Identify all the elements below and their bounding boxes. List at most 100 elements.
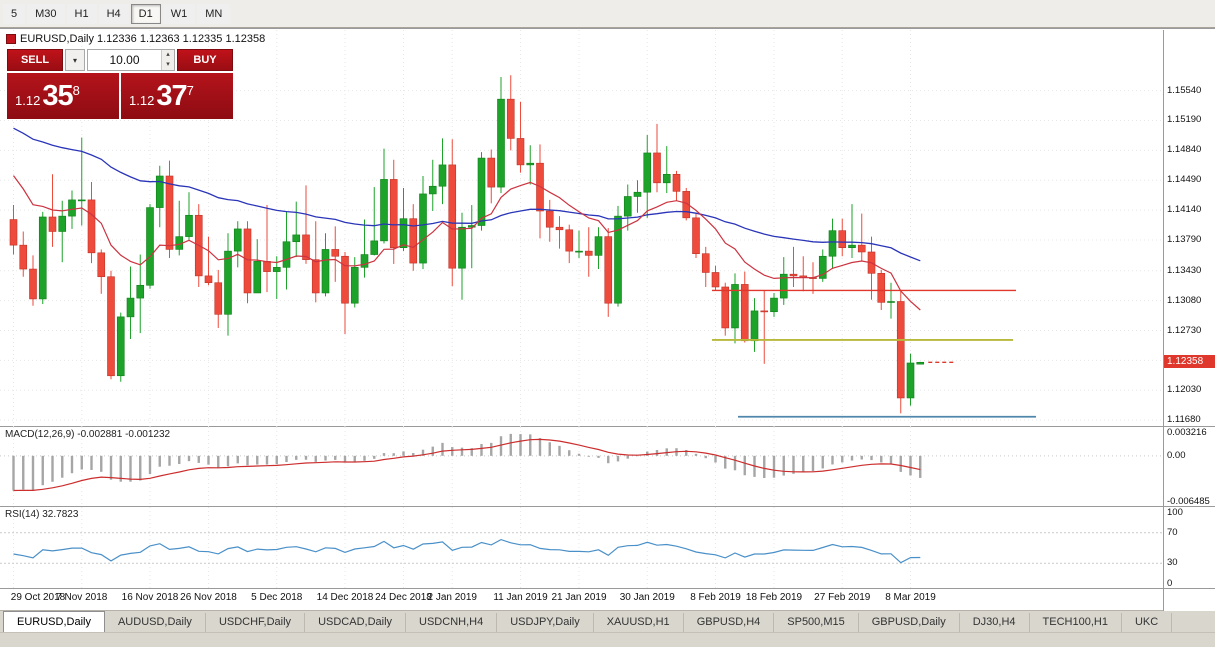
- candle-body: [409, 218, 418, 264]
- date-axis-label: 24 Dec 2018: [375, 592, 432, 603]
- candle-body: [584, 250, 593, 256]
- candle-body: [682, 191, 691, 219]
- chart-tab-usdjpy-daily[interactable]: USDJPY,Daily: [497, 613, 594, 632]
- candle-body: [146, 207, 154, 286]
- chart-tab-usdcad-daily[interactable]: USDCAD,Daily: [305, 613, 407, 632]
- buy-price-big: 37: [156, 79, 187, 112]
- current-price-badge: 1.12358: [1164, 355, 1215, 369]
- rsi-label: RSI(14) 32.7823: [5, 509, 79, 520]
- candle-body: [701, 253, 710, 273]
- candle-body: [370, 240, 379, 255]
- timeframe-button-d1[interactable]: D1: [130, 3, 161, 24]
- date-axis-label: 29 Oct 2018: [10, 592, 66, 603]
- axis-label: 1.12030: [1167, 384, 1202, 396]
- candle-body: [292, 234, 301, 243]
- buy-button[interactable]: BUY: [177, 49, 233, 71]
- sell-button[interactable]: SELL: [7, 49, 63, 71]
- rsi-line: [13, 538, 921, 564]
- candle-body: [29, 268, 37, 300]
- timeframe-button-mn[interactable]: MN: [197, 3, 231, 24]
- macd-signal-line: [13, 438, 921, 492]
- candle-body: [565, 229, 574, 252]
- timeframe-button-h4[interactable]: H4: [98, 3, 129, 24]
- chart-tab-gbpusd-h4[interactable]: GBPUSD,H4: [684, 613, 775, 632]
- candle-body: [906, 362, 915, 399]
- candle-body: [594, 236, 603, 256]
- candle-body: [604, 236, 613, 304]
- candlestick-chart[interactable]: [0, 30, 1163, 427]
- chart-tab-usdcnh-h4[interactable]: USDCNH,H4: [406, 613, 498, 632]
- candle-body: [740, 284, 749, 342]
- candle-body: [136, 284, 145, 299]
- candle-body: [77, 199, 86, 202]
- chart-tab-eurusd-daily[interactable]: EURUSD,Daily: [3, 611, 105, 632]
- chart-tab-dj30-h4[interactable]: DJ30,H4: [960, 613, 1030, 632]
- candle-body: [857, 244, 866, 253]
- chart-tab-audusd-daily[interactable]: AUDUSD,Daily: [105, 613, 206, 632]
- candle-body: [448, 164, 457, 269]
- spinner-down-icon[interactable]: ▾: [162, 60, 174, 70]
- buy-price-prefix: 1.12: [129, 92, 155, 108]
- macd-panel: MACD(12,26,9) -0.002881 -0.001232: [0, 427, 1163, 507]
- sell-price-pip: 8: [72, 82, 80, 98]
- chart-tab-gbpusd-daily[interactable]: GBPUSD,Daily: [859, 613, 960, 632]
- volume-input[interactable]: [88, 50, 161, 70]
- spinner-up-icon[interactable]: ▴: [162, 50, 174, 60]
- chart-tab-ukc[interactable]: UKC: [1122, 613, 1173, 632]
- bottom-strip: [0, 632, 1215, 647]
- candle-body: [887, 301, 895, 303]
- chart-tab-tech100-h1[interactable]: TECH100,H1: [1030, 613, 1122, 632]
- candle-body: [185, 214, 193, 237]
- timeframe-button-5[interactable]: 5: [3, 3, 26, 24]
- ma-line-blue: [13, 127, 921, 262]
- chart-tab-sp500-m15[interactable]: SP500,M15: [774, 613, 859, 632]
- candle-body: [487, 157, 496, 188]
- candle-body: [916, 361, 925, 365]
- sell-price-button[interactable]: 1.12 35 8: [7, 73, 119, 119]
- chart-plots: EURUSD,Daily 1.12336 1.12363 1.12335 1.1…: [0, 30, 1163, 608]
- candle-body: [516, 138, 525, 166]
- candle-body: [331, 249, 340, 257]
- chart-tab-usdchf-daily[interactable]: USDCHF,Daily: [206, 613, 306, 632]
- price-axis-column[interactable]: 1.15540 1.15190 1.14840 1.14490 1.14140 1.137…: [1163, 30, 1215, 611]
- date-axis-label: 5 Dec 2018: [251, 592, 303, 603]
- candle-body: [779, 273, 788, 299]
- candle-body: [341, 255, 349, 304]
- date-axis-label: 26 Nov 2018: [180, 592, 237, 603]
- axis-label: 70: [1167, 526, 1178, 538]
- rsi-panel: RSI(14) 32.7823: [0, 507, 1163, 589]
- timeframe-button-h1[interactable]: H1: [66, 3, 97, 24]
- candle-body: [467, 225, 476, 228]
- timeframe-button-m30[interactable]: M30: [27, 3, 65, 24]
- volume-dropdown-button[interactable]: ▾: [65, 49, 85, 71]
- chart-tab-xauusd-h1[interactable]: XAUUSD,H1: [594, 613, 684, 632]
- candle-body: [126, 297, 135, 318]
- date-axis-label: 14 Dec 2018: [316, 592, 374, 603]
- candle-body: [438, 164, 447, 187]
- candle-body: [263, 261, 271, 272]
- candle-body: [614, 215, 622, 304]
- timeframe-button-w1[interactable]: W1: [162, 3, 196, 24]
- axis-label: 1.14490: [1167, 174, 1202, 186]
- buy-price-button[interactable]: 1.12 37 7: [121, 73, 233, 119]
- date-axis-label: 8 Mar 2019: [885, 592, 936, 603]
- candle-body: [711, 272, 720, 288]
- candle-body: [526, 162, 535, 166]
- candle-body: [818, 255, 827, 279]
- candle-body: [721, 286, 730, 329]
- candle-body: [623, 196, 632, 217]
- volume-field: ▴ ▾: [87, 49, 175, 71]
- candle-body: [692, 217, 700, 254]
- date-axis[interactable]: 29 Oct 2018 7 Nov 2018 16 Nov 2018 26 Nov 2…: [0, 589, 1163, 608]
- candle-body: [214, 282, 223, 315]
- candle-body: [224, 250, 232, 315]
- axis-label: 0.003216: [1167, 427, 1207, 438]
- chart-icon: [6, 34, 16, 44]
- axis-label: 1.12730: [1167, 324, 1202, 336]
- ohlc-info-line: EURUSD,Daily 1.12336 1.12363 1.12335 1.1…: [6, 33, 265, 45]
- macd-chart[interactable]: [0, 427, 1163, 507]
- chart-window: EURUSD,Daily 1.12336 1.12363 1.12335 1.1…: [0, 28, 1215, 611]
- rsi-chart[interactable]: [0, 507, 1163, 589]
- date-axis-label: 2 Jan 2019: [427, 592, 478, 603]
- axis-label: 1.15190: [1167, 114, 1202, 126]
